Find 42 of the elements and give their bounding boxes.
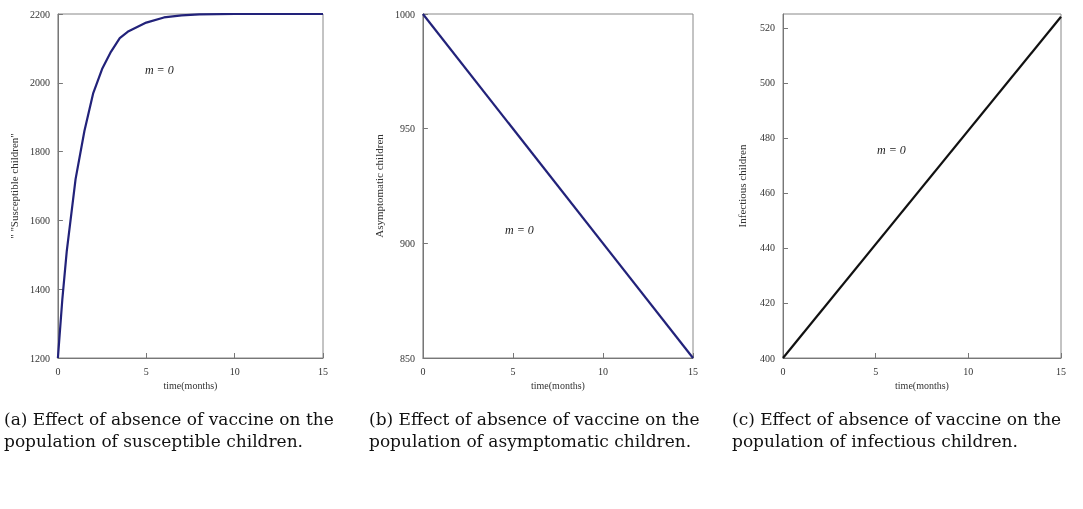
line-series (56, 12, 325, 360)
x-tick-label: 10 (963, 365, 974, 377)
x-tick-label: 10 (597, 365, 608, 377)
y-tick-label: 2200 (29, 8, 50, 20)
annotation: m = 0 (877, 143, 906, 157)
y-tick-label: 1400 (29, 283, 50, 295)
y-tick-label: 440 (760, 242, 775, 254)
x-axis-title: time(months) (531, 380, 585, 393)
text: (c) Effect of absence of vaccine on the population of infectious children. (731, 408, 1063, 452)
y-tick-label: 1200 (29, 352, 50, 364)
text: (b) Effect of absence of vaccine on the population of asymptomatic children. (368, 408, 701, 452)
y-tick-label: 420 (760, 297, 775, 309)
y-tick-label: 500 (760, 77, 775, 89)
y-tick-label: 1000 (394, 8, 415, 20)
y-tick-label: 900 (399, 237, 415, 249)
y-axis-title: Asymptomatic children (372, 133, 385, 238)
x-axis-title: time(months) (895, 380, 949, 393)
x-tick-label: 10 (229, 365, 240, 377)
x-tick-label: 0 (420, 365, 426, 377)
x-tick-label: 5 (873, 365, 879, 377)
y-tick-label: 480 (760, 132, 775, 144)
text: (a) Effect of absence of vaccine on the population of susceptible children. (3, 408, 335, 452)
x-tick-label: 0 (55, 365, 61, 377)
y-axis-title: Infectious children (735, 144, 748, 228)
x-axis-title: time(months) (163, 380, 218, 393)
x-tick-label: 5 (143, 365, 149, 377)
y-tick-label: 850 (399, 352, 415, 364)
y-axis-title: " "Susceptible children" (7, 133, 20, 239)
x-tick-label: 5 (510, 365, 516, 377)
y-tick-label: 460 (760, 187, 775, 199)
annotation: m = 0 (144, 63, 174, 77)
annotation: m = 0 (505, 223, 534, 237)
x-tick-label: 15 (1056, 365, 1066, 377)
y-tick-label: 1800 (29, 146, 50, 158)
y-tick-label: 950 (399, 123, 415, 135)
y-tick-label: 520 (760, 22, 775, 34)
y-tick-label: 1600 (29, 214, 50, 226)
x-tick-label: 15 (688, 365, 698, 377)
x-tick-label: 0 (780, 365, 786, 377)
y-tick-label: 2000 (29, 77, 50, 89)
x-tick-label: 15 (318, 365, 328, 377)
y-tick-label: 400 (760, 352, 775, 364)
